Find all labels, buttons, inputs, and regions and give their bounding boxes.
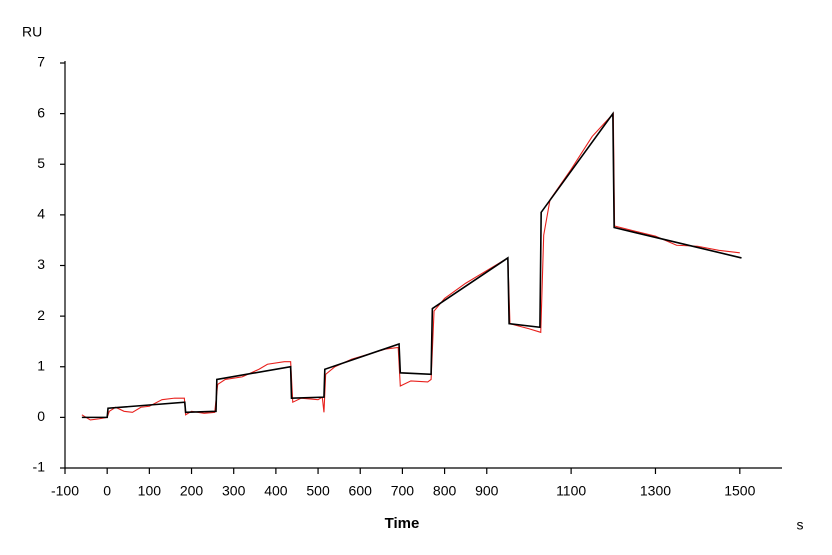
y-tick-label: 6 — [37, 104, 45, 120]
x-axis-unit: s — [797, 517, 804, 533]
y-tick-label: 7 — [37, 54, 45, 70]
x-tick-label: 0 — [103, 483, 111, 499]
x-tick-label: 1100 — [556, 483, 586, 499]
x-tick-label: 800 — [433, 483, 457, 499]
y-tick-label: 2 — [37, 307, 45, 323]
x-tick-label: 200 — [180, 483, 204, 499]
series-line — [81, 111, 742, 419]
y-tick-label: 0 — [37, 408, 45, 424]
y-tick-label: 4 — [37, 206, 45, 222]
y-axis-label: RU — [22, 24, 42, 40]
x-tick-label: 100 — [138, 483, 162, 499]
x-tick-label: 1300 — [640, 483, 671, 499]
x-tick-label: 700 — [391, 483, 415, 499]
x-tick-label: 400 — [264, 483, 288, 499]
y-tick-label: 3 — [37, 256, 45, 272]
y-tick-label: 5 — [37, 155, 45, 171]
x-tick-label: 500 — [306, 483, 330, 499]
y-tick-label: -1 — [33, 459, 46, 475]
y-tick-label: 1 — [37, 357, 45, 373]
x-tick-label: 900 — [475, 483, 499, 499]
x-axis-label: Time — [385, 515, 420, 532]
x-tick-label: -100 — [51, 483, 79, 499]
x-tick-label: 1500 — [724, 483, 755, 499]
x-tick-label: 300 — [222, 483, 246, 499]
x-tick-label: 600 — [349, 483, 373, 499]
